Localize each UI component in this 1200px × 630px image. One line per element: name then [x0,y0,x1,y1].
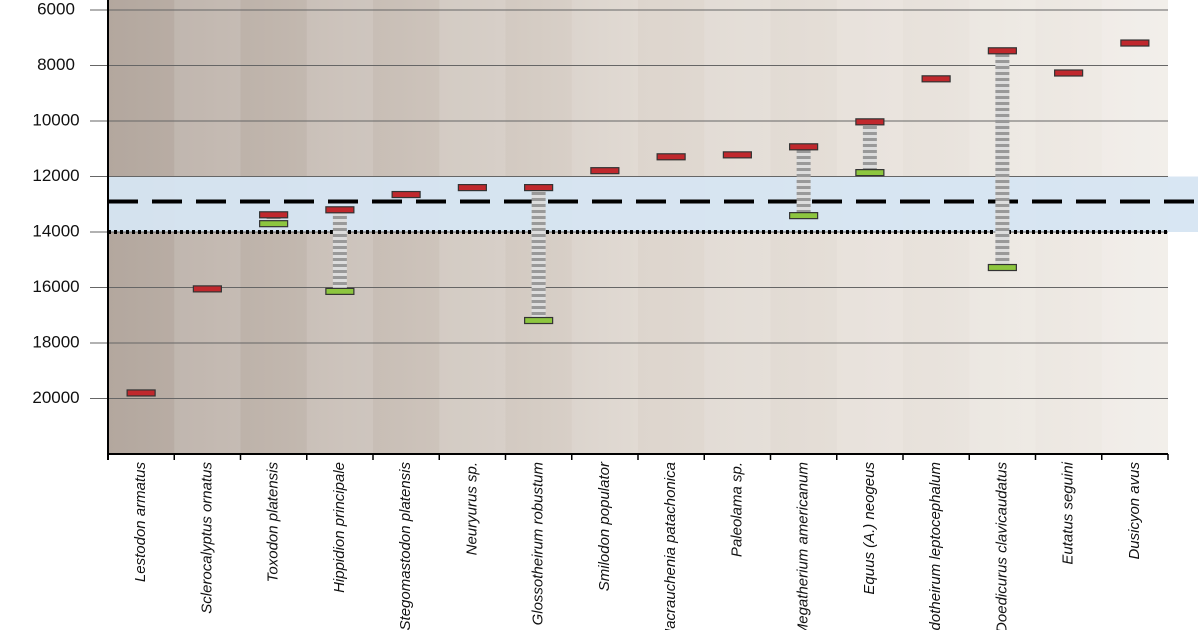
x-tick-label: Macrauchenia patachonica [662,462,679,630]
x-tick-label: Equus (A.) neogeus [861,462,878,595]
y-tick-label: 18000 [32,332,79,351]
range-connector [862,121,877,173]
date-marker [126,389,156,397]
range-connector [796,146,811,216]
date-marker [789,143,819,151]
range-connector [995,50,1010,268]
date-marker [524,316,554,325]
date-marker [921,75,951,83]
date-marker [192,285,222,293]
date-marker [325,206,355,214]
date-marker [457,184,487,192]
x-tick-label: Doedicurus clavicaudatus [993,462,1010,630]
x-tick-label: Smilodon populator [596,461,613,591]
x-tick-label: Stegomastodon platensis [397,462,414,630]
date-marker [656,153,686,161]
date-marker [987,263,1017,272]
date-marker [1054,69,1084,77]
x-tick-label: Sclerocalyptus ornatus [198,462,215,614]
x-tick-label: Toxodon platensis [265,462,282,583]
y-tick-label: 12000 [32,166,79,185]
date-marker [325,287,355,295]
date-marker [789,212,819,220]
y-tick-label: 16000 [32,277,79,296]
range-connector [332,209,347,292]
date-marker [391,190,421,199]
x-tick-label: Neuryurus sp. [463,462,480,555]
date-marker [259,220,289,228]
date-marker [524,184,554,192]
y-tick-label: 20000 [32,388,79,407]
x-tick-label: Dusicyon avus [1126,462,1143,560]
shaded-band [108,176,1198,232]
date-marker [590,167,620,175]
x-tick-label: Glossotheirum robustum [530,462,547,625]
range-connector [266,214,281,224]
x-tick-label: Eutatus seguini [1060,461,1077,564]
x-tick-label: Paleolama sp. [728,462,745,557]
y-tick-label: 10000 [32,110,79,129]
x-tick-label: Megatherium americanum [795,462,812,630]
date-marker [855,169,885,177]
x-tick-label: Lestodon armatus [132,462,149,583]
date-marker [1120,39,1150,47]
x-tick-label: elidotheirum leptocephalum [927,462,944,630]
x-tick-label: Hippidion principale [331,462,348,593]
y-tick-label: 8000 [37,55,75,74]
y-tick-label: 14000 [32,221,79,240]
range-connector [531,187,546,321]
date-marker [722,151,752,159]
date-marker [855,118,885,126]
date-marker [987,47,1017,55]
y-tick-label: 6000 [37,0,75,18]
date-marker [259,211,289,219]
